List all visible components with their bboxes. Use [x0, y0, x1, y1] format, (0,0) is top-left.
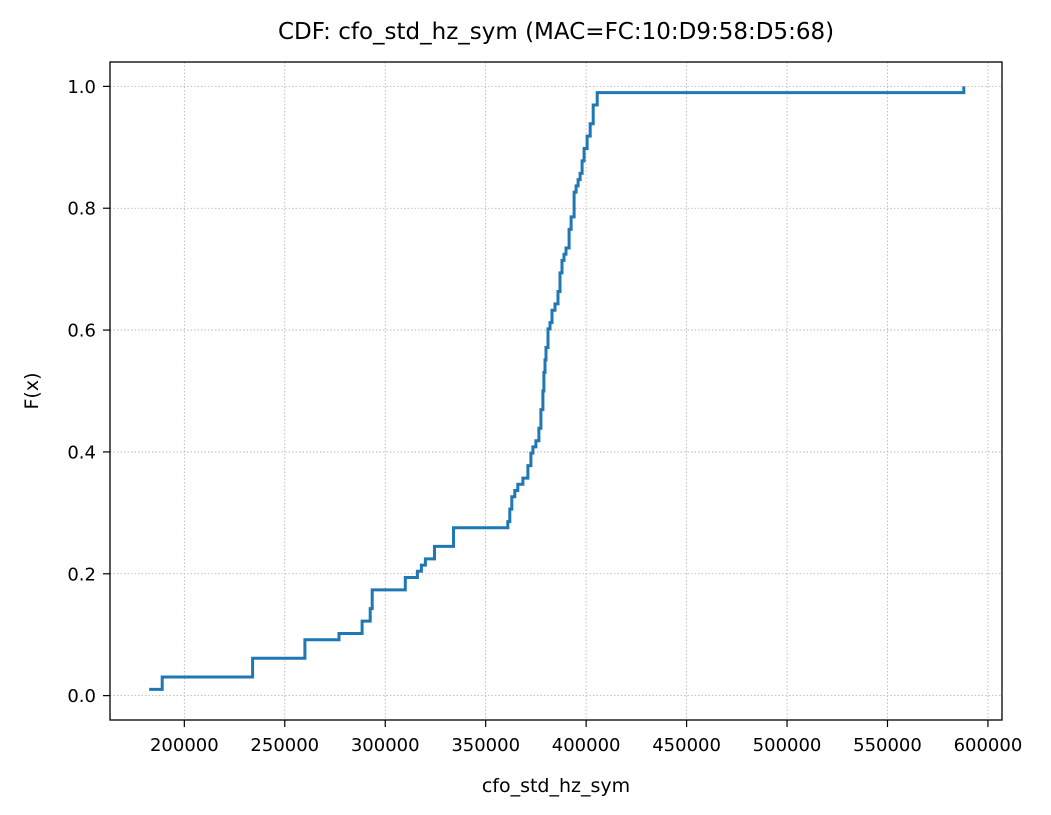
x-tick-label: 450000	[652, 735, 721, 756]
y-tick-label: 0.4	[67, 442, 96, 463]
x-tick-label: 350000	[451, 735, 520, 756]
x-tick-label: 550000	[853, 735, 922, 756]
y-tick-label: 1.0	[67, 77, 96, 98]
x-tick-label: 400000	[552, 735, 621, 756]
chart-title: CDF: cfo_std_hz_sym (MAC=FC:10:D9:58:D5:…	[278, 19, 834, 45]
x-tick-label: 250000	[250, 735, 319, 756]
x-axis-label: cfo_std_hz_sym	[482, 775, 630, 797]
plot-frame	[109, 61, 1003, 721]
series-layer	[149, 86, 966, 691]
y-tick-label: 0.8	[67, 199, 96, 220]
y-tick-label: 0.2	[67, 564, 96, 585]
y-tick-label: 0.6	[67, 321, 96, 342]
grid-lines	[110, 62, 1002, 720]
x-tick-label: 600000	[954, 735, 1023, 756]
x-tick-label: 500000	[753, 735, 822, 756]
x-tick-label: 300000	[351, 735, 420, 756]
y-tick-label: 0.0	[67, 686, 96, 707]
cdf-step-line	[149, 86, 966, 691]
x-tick-label: 200000	[150, 735, 219, 756]
y-axis-label: F(x)	[21, 373, 43, 410]
axis-ticks: 200000 250000 300000 350000 400000 450000 5000…	[67, 77, 1022, 756]
